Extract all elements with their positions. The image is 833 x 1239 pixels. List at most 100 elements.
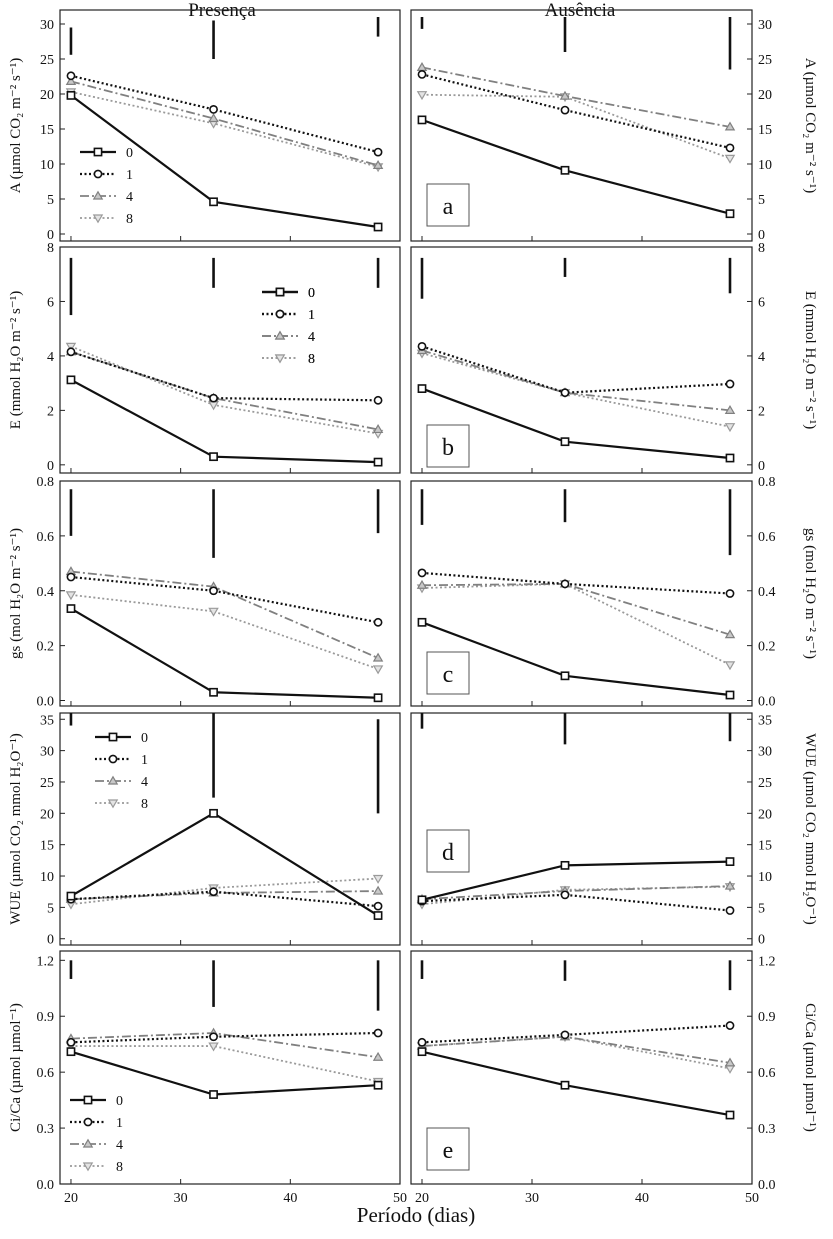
series-point-8 xyxy=(372,665,384,675)
panel-frame xyxy=(410,950,753,1185)
panel-letter-e: e xyxy=(443,1138,454,1164)
x-tick-label: 50 xyxy=(393,1191,407,1206)
series-point-0 xyxy=(209,452,218,462)
series-line-1 xyxy=(421,1024,731,1044)
y-tick-label: 0.0 xyxy=(37,695,55,710)
legend-marker-4 xyxy=(274,330,286,340)
x-tick-label: 30 xyxy=(174,1191,188,1206)
y-tick-label: 0 xyxy=(47,459,54,474)
legend-marker-8 xyxy=(92,214,104,224)
series-point-0 xyxy=(725,857,735,867)
y-tick-label: 0.4 xyxy=(758,585,776,600)
y-axis-label-d-right: WUE (µmol CO₂ mmol H₂O⁻¹) xyxy=(802,733,818,925)
y-tick-label: 15 xyxy=(40,839,54,854)
series-point-8 xyxy=(208,401,219,411)
y-axis-label-e-right: Ci/Ca (µmol µmol⁻¹) xyxy=(802,1003,818,1132)
legend-label-4: 4 xyxy=(141,775,148,790)
series-point-1 xyxy=(209,887,218,897)
legend-label-0: 0 xyxy=(141,731,148,746)
panel-frame xyxy=(59,9,401,242)
panel-a-ausencia: 0 5 10 15 20 25 30 a xyxy=(410,9,772,243)
series-point-1 xyxy=(560,890,570,900)
series-point-4 xyxy=(372,424,384,434)
series-point-1 xyxy=(725,906,735,915)
series-point-4 xyxy=(372,160,384,169)
series-point-4 xyxy=(372,885,384,895)
series-point-1 xyxy=(209,586,218,596)
legend-a: 0 1 4 8 xyxy=(80,146,133,227)
y-tick-label: 0.0 xyxy=(758,1178,776,1193)
series-point-0 xyxy=(66,604,76,613)
series-line-0 xyxy=(70,1050,379,1096)
series-point-1 xyxy=(373,147,383,157)
series-point-1 xyxy=(417,568,427,578)
y-tick-label: 0.6 xyxy=(758,1066,776,1081)
series-point-1 xyxy=(725,589,735,598)
series-point-1 xyxy=(373,1028,383,1038)
legend-label-0: 0 xyxy=(116,1094,123,1109)
series-point-4 xyxy=(372,652,384,662)
panel-frame xyxy=(59,480,401,707)
panel-letter-d: d xyxy=(442,840,454,866)
series-point-4 xyxy=(724,629,736,639)
y-tick-label: 8 xyxy=(47,241,54,256)
series-line-8 xyxy=(421,582,731,666)
y-tick-label: 5 xyxy=(758,901,765,916)
panel-letter-b: b xyxy=(442,435,454,461)
series-point-1 xyxy=(725,1021,735,1030)
legend-label-1: 1 xyxy=(141,753,148,768)
series-point-0 xyxy=(373,222,383,232)
panel-frame xyxy=(59,246,401,474)
series-line-1 xyxy=(421,571,731,595)
series-point-1 xyxy=(66,347,76,357)
series-point-0 xyxy=(66,375,76,385)
series-point-8 xyxy=(372,874,384,884)
y-tick-label: 0.9 xyxy=(758,1010,776,1025)
y-axis-label-b-right: E (mmol H₂O m⁻² s⁻¹) xyxy=(802,291,818,429)
x-tick-label: 50 xyxy=(745,1191,759,1206)
y-tick-label: 6 xyxy=(758,295,765,310)
series-line-1 xyxy=(70,74,379,154)
series-point-1 xyxy=(560,1030,570,1040)
series-point-1 xyxy=(373,901,383,911)
series-point-8 xyxy=(416,91,428,101)
series-line-0 xyxy=(70,607,379,699)
y-tick-label: 20 xyxy=(758,88,772,103)
series-line-1 xyxy=(70,1031,379,1044)
y-tick-label: 20 xyxy=(40,88,54,103)
y-tick-label: 4 xyxy=(47,350,54,365)
legend-marker-0 xyxy=(275,287,285,297)
legend-label-4: 4 xyxy=(116,1138,123,1153)
series-point-1 xyxy=(560,579,570,589)
legend-label-4: 4 xyxy=(308,330,315,345)
legend-label-0: 0 xyxy=(308,286,315,301)
y-tick-label: 30 xyxy=(758,18,772,33)
y-tick-label: 0.9 xyxy=(37,1010,55,1025)
series-point-8 xyxy=(65,591,77,601)
series-point-0 xyxy=(209,687,218,697)
x-axis-label: Período (dias) xyxy=(356,1203,476,1227)
y-tick-label: 0 xyxy=(47,933,54,948)
y-tick-label: 15 xyxy=(758,123,772,138)
y-tick-label: 8 xyxy=(758,241,765,256)
series-point-0 xyxy=(66,891,76,901)
series-line-1 xyxy=(70,890,379,908)
series-point-0 xyxy=(560,165,570,175)
panel-d-ausencia: 0 5 10 15 20 25 30 35 d xyxy=(410,712,772,948)
panel-frame xyxy=(410,712,753,946)
series-point-1 xyxy=(66,572,76,582)
series-point-4 xyxy=(559,90,571,100)
series-line-0 xyxy=(421,1050,731,1117)
series-point-0 xyxy=(725,1110,735,1120)
series-point-1 xyxy=(560,388,570,398)
y-tick-label: 0.6 xyxy=(758,530,776,545)
panel-frame xyxy=(59,950,401,1185)
series-point-0 xyxy=(417,895,427,905)
series-point-1 xyxy=(209,1032,218,1042)
y-tick-label: 1.2 xyxy=(37,954,55,969)
legend-label-4: 4 xyxy=(308,330,315,345)
series-point-0 xyxy=(560,1080,570,1090)
series-line-8 xyxy=(70,593,379,670)
panel-letter-a: a xyxy=(443,194,454,220)
